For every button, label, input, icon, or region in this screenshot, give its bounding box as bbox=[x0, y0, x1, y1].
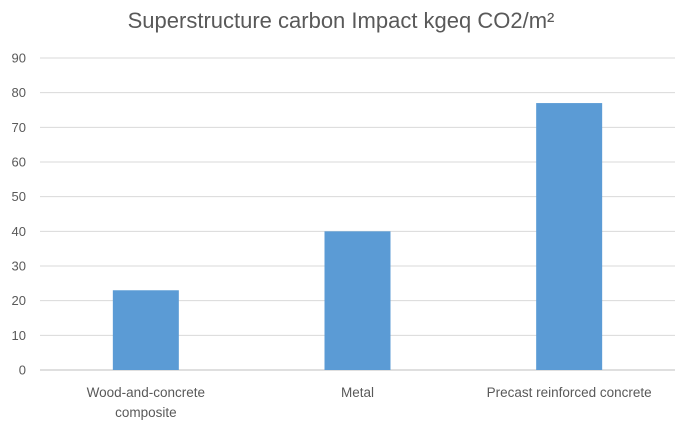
y-tick-label: 50 bbox=[12, 189, 26, 204]
x-category-label-line: Precast reinforced concrete bbox=[487, 385, 652, 400]
y-axis-ticks: 0 10 20 30 40 50 60 70 80 90 bbox=[12, 51, 26, 378]
x-category-label-line: Wood-and-concrete bbox=[87, 385, 205, 400]
y-tick-label: 90 bbox=[12, 51, 26, 66]
x-category-label: Precast reinforced concrete bbox=[487, 385, 652, 400]
y-tick-label: 10 bbox=[12, 328, 26, 343]
x-category-label-line: composite bbox=[115, 405, 177, 420]
y-tick-label: 20 bbox=[12, 293, 26, 308]
x-category-label: Metal bbox=[341, 385, 374, 400]
x-category-label-line: Metal bbox=[341, 385, 374, 400]
bar-0 bbox=[112, 290, 179, 370]
y-tick-label: 70 bbox=[12, 120, 26, 135]
chart-title: Superstructure carbon Impact kgeq CO2/m² bbox=[128, 8, 555, 33]
y-tick-label: 80 bbox=[12, 85, 26, 100]
bar-2 bbox=[536, 103, 603, 371]
x-category-label: Wood-and-concrete composite bbox=[87, 385, 205, 420]
bar-1 bbox=[324, 231, 391, 370]
y-tick-label: 60 bbox=[12, 155, 26, 170]
y-tick-label: 0 bbox=[19, 363, 26, 378]
y-tick-label: 30 bbox=[12, 259, 26, 274]
bars bbox=[112, 103, 603, 371]
x-axis-categories: Wood-and-concrete composite Metal Precast r… bbox=[87, 385, 652, 420]
y-tick-label: 40 bbox=[12, 224, 26, 239]
